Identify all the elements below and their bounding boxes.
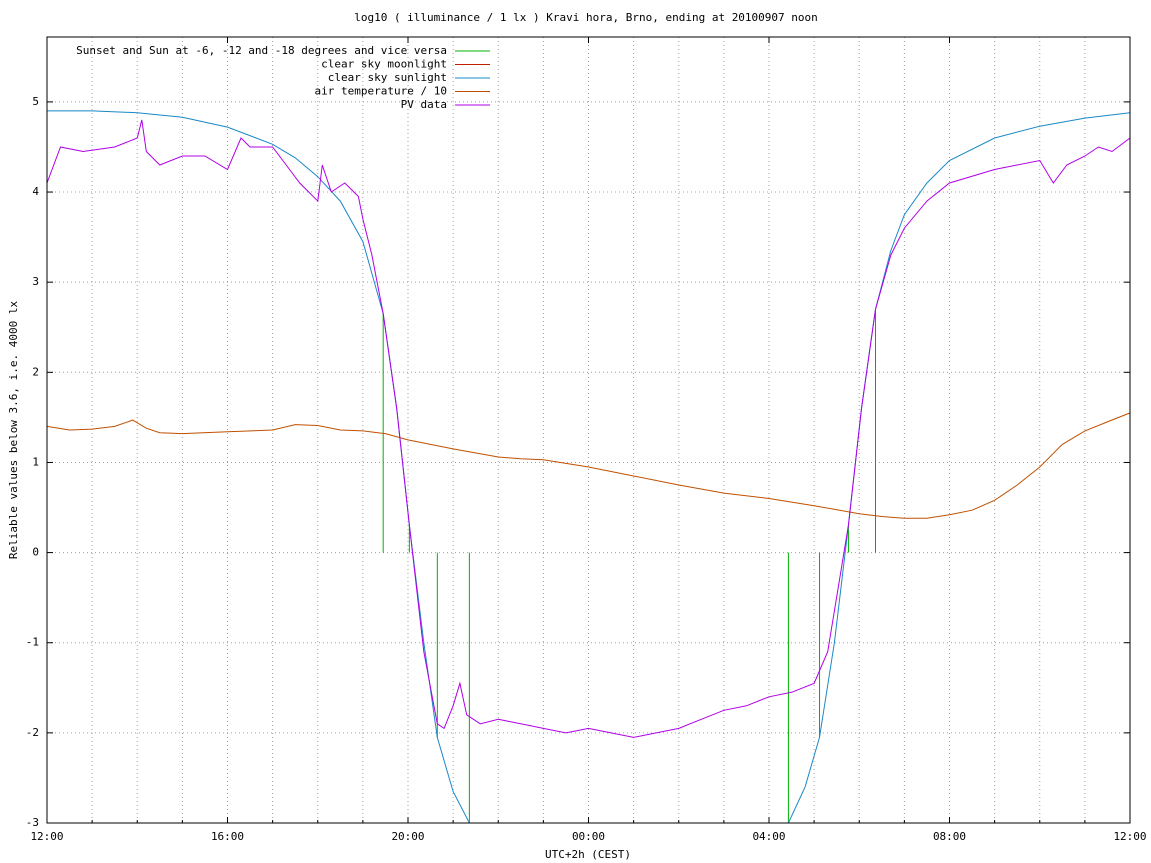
x-tick-label: 00:00	[572, 830, 605, 843]
x-tick-label: 16:00	[211, 830, 244, 843]
series-line	[47, 119, 1130, 738]
legend-label: clear sky moonlight	[321, 58, 447, 71]
x-axis-label: UTC+2h (CEST)	[545, 848, 631, 861]
y-tick-label: 2	[32, 365, 39, 378]
plot-area	[47, 110, 1130, 823]
y-tick-label: -1	[26, 636, 39, 649]
y-tick-label: -3	[26, 816, 39, 829]
plot-frame	[46, 36, 1131, 824]
x-tick-label: 12:00	[1113, 830, 1146, 843]
x-tick-label: 12:00	[30, 830, 63, 843]
legend-label: air temperature / 10	[315, 85, 447, 98]
y-tick-label: 1	[32, 455, 39, 468]
chart-title: log10 ( illuminance / 1 lx ) Kravi hora,…	[354, 11, 818, 24]
y-tick-label: -2	[26, 726, 39, 739]
series-line	[47, 412, 1130, 519]
y-tick-label: 4	[32, 185, 39, 198]
x-tick-label: 04:00	[752, 830, 785, 843]
y-tick-label: 0	[32, 546, 39, 559]
x-tick-label: 08:00	[933, 830, 966, 843]
legend: Sunset and Sun at -6, -12 and -18 degree…	[76, 44, 490, 111]
y-tick-label: 5	[32, 95, 39, 108]
y-axis-label: Reliable values below 3.6, i.e. 4000 lx	[7, 300, 20, 559]
legend-label: Sunset and Sun at -6, -12 and -18 degree…	[76, 44, 447, 57]
grid: -3 -2 -1 0 1 2 3 4 5 12:00 16:00 20:00 00:00 04:00 08:…	[26, 37, 1147, 843]
legend-label: clear sky sunlight	[328, 71, 447, 84]
x-tick-label: 20:00	[391, 830, 424, 843]
y-tick-label: 3	[32, 275, 39, 288]
legend-label: PV data	[401, 98, 447, 111]
